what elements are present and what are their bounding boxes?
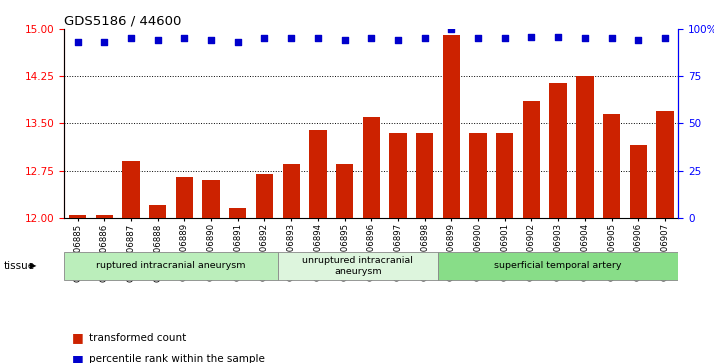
Point: [125, 36, 136, 41]
Point: [312, 36, 323, 41]
Bar: [149, 205, 166, 218]
Bar: [69, 215, 86, 218]
Point: [553, 34, 564, 40]
FancyBboxPatch shape: [438, 252, 678, 280]
FancyBboxPatch shape: [64, 252, 278, 280]
Point: [446, 26, 457, 32]
Point: [473, 36, 484, 41]
Point: [99, 39, 110, 45]
Point: [526, 34, 537, 40]
Bar: [309, 130, 326, 218]
Bar: [496, 133, 513, 218]
Bar: [96, 215, 113, 218]
Bar: [176, 177, 193, 218]
Point: [419, 36, 431, 41]
Point: [286, 36, 297, 41]
Bar: [229, 208, 246, 218]
Point: [206, 37, 217, 43]
Point: [178, 36, 190, 41]
Bar: [203, 180, 220, 218]
Bar: [576, 76, 593, 218]
FancyBboxPatch shape: [278, 252, 438, 280]
Text: ruptured intracranial aneurysm: ruptured intracranial aneurysm: [96, 261, 246, 270]
Bar: [416, 133, 433, 218]
Text: transformed count: transformed count: [89, 333, 186, 343]
Text: GDS5186 / 44600: GDS5186 / 44600: [64, 15, 181, 28]
Point: [152, 37, 164, 43]
Point: [579, 36, 590, 41]
Bar: [256, 174, 273, 218]
Bar: [523, 101, 540, 218]
Bar: [630, 146, 647, 218]
Text: superficial temporal artery: superficial temporal artery: [494, 261, 622, 270]
Point: [258, 36, 270, 41]
Text: ■: ■: [71, 353, 83, 363]
Point: [659, 36, 670, 41]
Text: ▶: ▶: [30, 261, 36, 270]
Bar: [389, 133, 407, 218]
Bar: [443, 35, 460, 218]
Text: tissue: tissue: [4, 261, 35, 271]
Point: [72, 39, 84, 45]
Bar: [603, 114, 620, 218]
Point: [499, 36, 511, 41]
Bar: [363, 117, 380, 218]
Bar: [469, 133, 487, 218]
Point: [339, 37, 351, 43]
Point: [232, 39, 243, 45]
Point: [606, 36, 618, 41]
Bar: [283, 164, 300, 218]
Bar: [550, 82, 567, 218]
Bar: [656, 111, 673, 218]
Bar: [122, 161, 140, 218]
Text: unruptured intracranial
aneurysm: unruptured intracranial aneurysm: [303, 256, 413, 276]
Text: percentile rank within the sample: percentile rank within the sample: [89, 354, 265, 363]
Text: ■: ■: [71, 331, 83, 344]
Point: [366, 36, 377, 41]
Point: [633, 37, 644, 43]
Point: [392, 37, 403, 43]
Bar: [336, 164, 353, 218]
